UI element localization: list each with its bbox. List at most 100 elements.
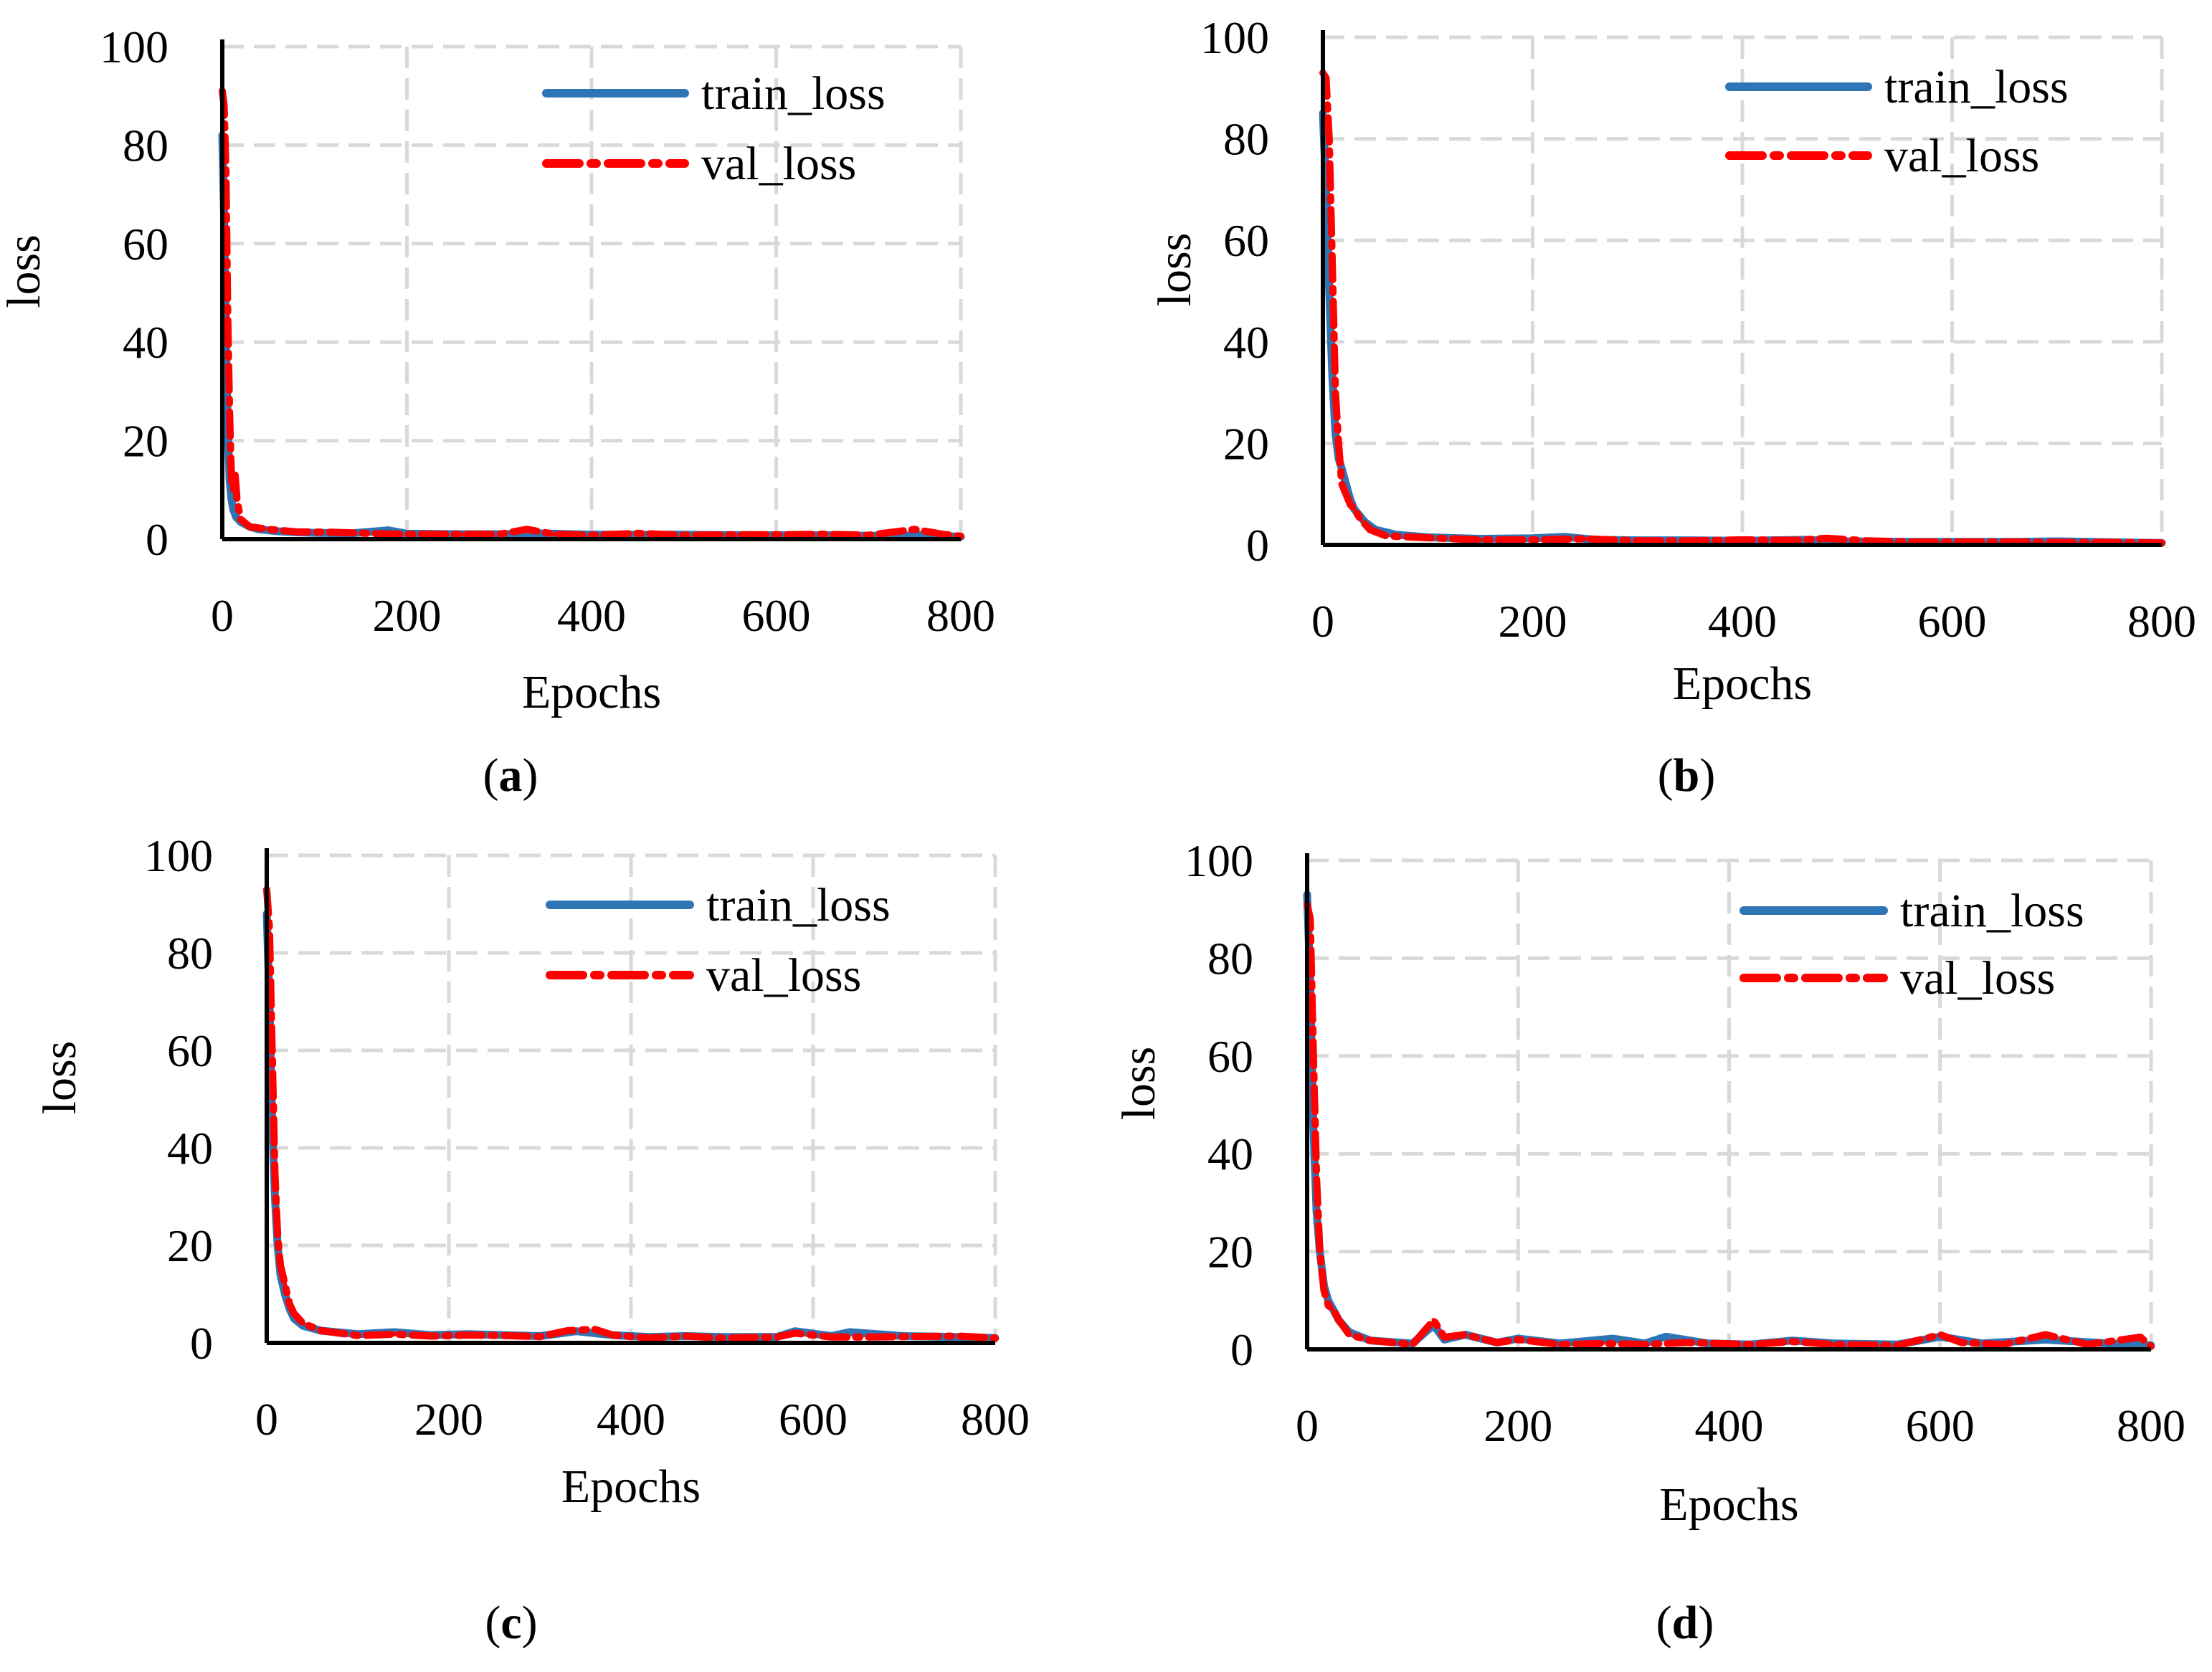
panel-caption: (b) — [1658, 749, 1716, 802]
y-tick-label: 40 — [123, 317, 168, 368]
data-point-val-loss — [1600, 1341, 1605, 1346]
data-point-train-loss — [1663, 1334, 1669, 1339]
x-tick-label: 0 — [211, 590, 234, 641]
y-tick-label: 40 — [1223, 317, 1269, 368]
data-point-val-loss — [774, 532, 779, 537]
y-tick-label: 100 — [1185, 835, 1253, 886]
data-point-val-loss — [538, 1334, 542, 1339]
data-point-val-loss — [224, 167, 229, 172]
panel-caption: (a) — [483, 749, 538, 802]
y-tick-label: 40 — [1207, 1129, 1253, 1179]
panel-caption: (c) — [485, 1597, 537, 1649]
data-point-val-loss — [865, 1334, 870, 1339]
data-point-val-loss — [683, 1334, 688, 1339]
legend-label-train-loss: train_loss — [1884, 61, 2069, 113]
data-point-val-loss — [1326, 136, 1332, 141]
data-point-val-loss — [1740, 537, 1745, 542]
y-tick-label: 40 — [167, 1123, 213, 1174]
data-point-val-loss — [1642, 1342, 1647, 1347]
y-tick-label: 60 — [1223, 215, 1269, 266]
data-point-val-loss — [1684, 1340, 1689, 1345]
data-point-val-loss — [774, 1334, 779, 1339]
y-tick-label: 0 — [1246, 520, 1269, 571]
data-point-val-loss — [460, 532, 465, 537]
data-point-val-loss — [1687, 538, 1692, 543]
panel-caption-open: ( — [483, 749, 499, 802]
data-point-val-loss — [319, 1329, 324, 1333]
data-point-val-loss — [294, 529, 298, 534]
data-point-val-loss — [829, 1334, 834, 1339]
data-point-train-loss — [229, 498, 234, 503]
data-point-train-loss — [234, 515, 239, 520]
data-point-val-loss — [1516, 1337, 1521, 1342]
data-point-val-loss — [1314, 1176, 1319, 1181]
data-point-val-loss — [610, 1333, 615, 1338]
y-tick-label: 80 — [1207, 933, 1253, 984]
x-tick-label: 400 — [1708, 596, 1777, 647]
panel-caption-open: ( — [485, 1597, 500, 1649]
data-point-val-loss — [1344, 492, 1349, 497]
y-tick-label: 20 — [123, 416, 168, 467]
x-tick-label: 800 — [961, 1394, 1030, 1445]
legend-label-train-loss: train_loss — [1900, 885, 2084, 937]
y-tick-label: 0 — [146, 514, 168, 565]
data-point-val-loss — [1352, 507, 1357, 512]
data-point-val-loss — [902, 1334, 906, 1339]
data-point-val-loss — [993, 1336, 997, 1341]
panel-caption-letter: a — [499, 749, 523, 802]
data-point-val-loss — [2001, 1342, 2006, 1347]
data-point-val-loss — [331, 530, 336, 535]
x-tick-label: 200 — [373, 590, 442, 641]
data-point-val-loss — [1347, 1332, 1352, 1337]
data-point-val-loss — [465, 1333, 470, 1338]
data-point-val-loss — [278, 1263, 283, 1268]
data-point-val-loss — [635, 531, 640, 536]
legend-label-val-loss: val_loss — [1900, 952, 2055, 1004]
x-axis-title: Epochs — [561, 1460, 701, 1513]
y-tick-label: 60 — [1207, 1031, 1253, 1082]
data-point-val-loss — [376, 531, 381, 536]
data-point-val-loss — [1368, 1338, 1373, 1343]
data-point-val-loss — [225, 315, 230, 320]
x-axis-title: Epochs — [522, 666, 661, 718]
legend-label-train-loss: train_loss — [701, 67, 886, 120]
data-point-val-loss — [1321, 1288, 1326, 1293]
data-point-val-loss — [404, 532, 409, 537]
x-tick-label: 600 — [1918, 596, 1987, 647]
legend-label-val-loss: val_loss — [706, 949, 861, 1002]
series-line-val-loss — [263, 885, 999, 1342]
x-tick-label: 600 — [1906, 1400, 1975, 1451]
data-point-val-loss — [1348, 502, 1353, 507]
data-point-val-loss — [1337, 1318, 1342, 1323]
x-tick-label: 800 — [2117, 1400, 2185, 1451]
data-point-val-loss — [1832, 1342, 1837, 1347]
legend-label-val-loss: val_loss — [1884, 130, 2039, 182]
data-point-val-loss — [234, 498, 239, 503]
y-axis-title: loss — [1113, 1047, 1165, 1121]
data-point-val-loss — [391, 1331, 397, 1336]
x-tick-label: 800 — [2127, 596, 2196, 647]
y-tick-label: 60 — [123, 219, 168, 270]
data-point-val-loss — [238, 517, 243, 522]
data-point-train-loss — [847, 1330, 852, 1335]
data-point-val-loss — [820, 532, 825, 537]
data-point-val-loss — [2138, 1334, 2143, 1339]
data-point-val-loss — [592, 1326, 597, 1331]
data-point-val-loss — [1558, 1342, 1563, 1347]
y-tick-label: 20 — [1223, 418, 1269, 469]
data-point-val-loss — [1866, 538, 1871, 543]
data-point-train-loss — [1610, 1336, 1615, 1341]
panel-d: 0 20 40 60 80 100 0 200 400 600 800 Epochs loss train… — [1113, 835, 2185, 1649]
data-point-val-loss — [1747, 1342, 1752, 1347]
data-point-val-loss — [356, 1333, 360, 1338]
data-point-val-loss — [1358, 517, 1363, 522]
x-tick-label: 200 — [414, 1394, 483, 1445]
legend-label-train-loss: train_loss — [706, 879, 891, 931]
data-point-val-loss — [270, 1048, 275, 1053]
data-point-val-loss — [1937, 1332, 1942, 1337]
data-point-val-loss — [1463, 1332, 1468, 1337]
x-tick-label: 400 — [1695, 1400, 1764, 1451]
y-tick-label: 20 — [1207, 1227, 1253, 1278]
data-point-val-loss — [647, 1336, 652, 1341]
data-point-val-loss — [1339, 482, 1344, 487]
